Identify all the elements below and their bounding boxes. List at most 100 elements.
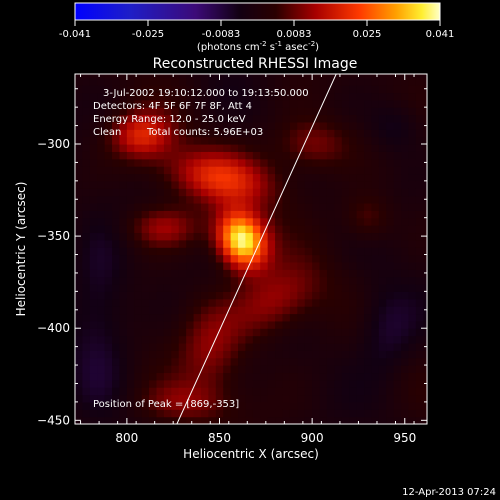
y-tick-label: −300 (37, 137, 70, 151)
heatmap-cell (223, 269, 232, 278)
heatmap-cell (334, 394, 343, 403)
heatmap-cell (119, 99, 128, 108)
heatmap-cell (89, 195, 98, 204)
heatmap-cell (356, 350, 365, 359)
heatmap-cell (119, 387, 128, 396)
heatmap-cell (304, 74, 313, 79)
heatmap-cell (349, 121, 358, 130)
heatmap-cell (171, 210, 180, 219)
heatmap-cell (89, 188, 98, 197)
heatmap-cell (319, 239, 328, 248)
heatmap-cell (319, 180, 328, 189)
heatmap-cell (349, 284, 358, 292)
heatmap-cell (238, 85, 247, 94)
heatmap-cell (230, 306, 239, 315)
heatmap-cell (104, 284, 113, 292)
heatmap-cell (186, 99, 195, 108)
heatmap-cell (156, 85, 165, 94)
heatmap-cell (230, 195, 239, 204)
heatmap-cell (289, 261, 298, 270)
annotation-time-range: 3-Jul-2002 19:10:12.000 to 19:13:50.000 (103, 88, 309, 99)
heatmap-cell (408, 158, 417, 167)
heatmap-cell (171, 166, 180, 175)
heatmap-cell (252, 401, 261, 410)
heatmap-cell (186, 121, 195, 130)
heatmap-cell (386, 328, 395, 337)
heatmap-cell (112, 85, 121, 94)
heatmap-cell (186, 217, 195, 226)
heatmap-cell (112, 129, 121, 138)
heatmap-cell (238, 239, 247, 248)
heatmap-cell (141, 394, 150, 403)
heatmap-cell (141, 158, 150, 167)
heatmap-cell (282, 394, 291, 403)
heatmap-cell (408, 166, 417, 175)
heatmap-cell (75, 129, 84, 138)
heatmap-cell (378, 225, 387, 234)
heatmap-cell (312, 401, 321, 410)
heatmap-cell (393, 365, 402, 374)
heatmap-cell (289, 74, 298, 79)
heatmap-cell (215, 298, 224, 307)
heatmap-cell (245, 217, 254, 226)
heatmap-cell (282, 158, 291, 167)
heatmap-cell (401, 357, 410, 366)
heatmap-cell (163, 313, 172, 322)
heatmap-cell (245, 320, 254, 329)
heatmap-cell (186, 188, 195, 197)
heatmap-cell (319, 254, 328, 263)
heatmap-cell (415, 151, 424, 160)
heatmap-cell (326, 232, 335, 241)
heatmap-cell (104, 202, 113, 211)
heatmap-cell (141, 313, 150, 322)
heatmap-cell (371, 239, 380, 248)
heatmap-cell (193, 202, 202, 211)
heatmap-cell (423, 335, 427, 344)
heatmap-cell (319, 298, 328, 307)
heatmap-cell (341, 416, 350, 424)
heatmap-cell (82, 107, 91, 116)
heatmap-cell (393, 144, 402, 152)
heatmap-cell (275, 151, 284, 160)
heatmap-cell (171, 328, 180, 337)
heatmap-cell (186, 387, 195, 396)
heatmap-cell (112, 365, 121, 374)
heatmap-cell (156, 114, 165, 123)
heatmap-cell (134, 342, 143, 351)
heatmap-cell (238, 401, 247, 410)
heatmap-cell (334, 77, 343, 86)
heatmap-cell (378, 114, 387, 123)
heatmap-cell (371, 158, 380, 167)
heatmap-cell (282, 328, 291, 337)
heatmap-cell (415, 401, 424, 410)
heatmap-cell (200, 92, 209, 101)
heatmap-cell (297, 276, 306, 285)
heatmap-cell (119, 350, 128, 359)
heatmap-cell (134, 365, 143, 374)
heatmap-cell (112, 409, 121, 418)
heatmap-cell (415, 298, 424, 307)
heatmap-cell (326, 195, 335, 204)
heatmap-cell (245, 298, 254, 307)
heatmap-cell (156, 225, 165, 234)
heatmap-cell (75, 166, 84, 175)
heatmap-cell (260, 158, 269, 167)
heatmap-cell (386, 136, 395, 145)
heatmap-cell (371, 92, 380, 101)
heatmap-cell (289, 239, 298, 248)
heatmap-cell (297, 210, 306, 219)
heatmap-cell (378, 74, 387, 79)
heatmap-cell (230, 298, 239, 307)
heatmap-cell (275, 180, 284, 189)
heatmap-cell (312, 195, 321, 204)
heatmap-cell (260, 298, 269, 307)
heatmap-cell (349, 107, 358, 116)
heatmap-cell (112, 92, 121, 101)
heatmap-cell (356, 416, 365, 424)
heatmap-cell (289, 379, 298, 388)
heatmap-cell (260, 188, 269, 197)
heatmap-cell (89, 114, 98, 123)
heatmap-cell (386, 269, 395, 278)
heatmap-cell (371, 284, 380, 292)
heatmap-cell (319, 357, 328, 366)
